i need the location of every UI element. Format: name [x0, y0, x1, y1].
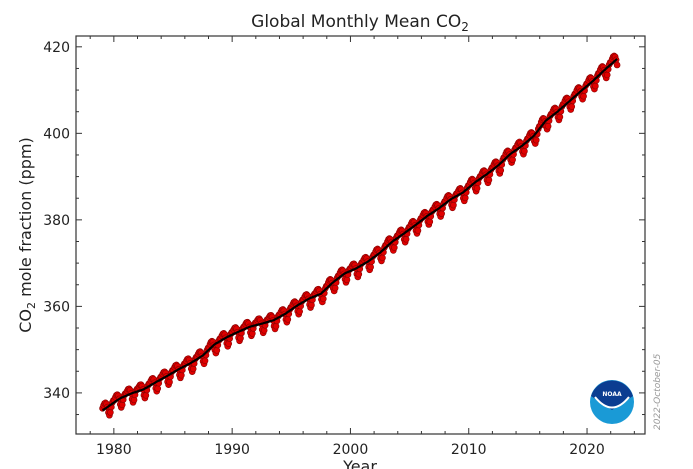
x-tick-label: 1990 [214, 442, 250, 458]
monthly-point [355, 270, 363, 278]
monthly-point [272, 322, 280, 330]
monthly-point [402, 235, 410, 243]
monthly-point [568, 103, 576, 110]
monthly-point [450, 201, 457, 209]
monthly-point [296, 308, 303, 315]
svg-text:NOAA: NOAA [602, 391, 622, 398]
monthly-point [438, 210, 445, 217]
monthly-point [320, 295, 327, 303]
trend-line [101, 58, 618, 412]
chart-title: Global Monthly Mean CO2 [251, 12, 469, 34]
monthly-point [166, 378, 173, 386]
monthly-point [485, 176, 493, 184]
monthly-point [142, 392, 150, 399]
monthly-point [532, 136, 540, 144]
monthly-point [613, 61, 621, 69]
x-axis-label: Year [342, 457, 377, 469]
monthly-point [509, 156, 516, 164]
y-tick-label: 340 [43, 386, 70, 402]
monthly-point [461, 194, 469, 202]
monthly-point [556, 113, 564, 121]
monthly-point [331, 284, 339, 292]
plot-frame [75, 35, 646, 435]
x-tick-label: 1980 [96, 442, 132, 458]
x-tick-label: 2020 [569, 442, 605, 458]
monthly-point [154, 385, 162, 392]
y-tick-label: 420 [43, 40, 70, 56]
monthly-point [414, 227, 422, 234]
monthly-point [213, 347, 221, 354]
y-tick-label: 360 [43, 299, 70, 315]
monthly-point [107, 409, 114, 416]
y-tick-label: 400 [43, 126, 70, 142]
monthly-point [284, 316, 292, 323]
monthly-point [201, 357, 209, 365]
date-stamp: 2022-October-05 [653, 353, 663, 430]
x-tick-label: 2010 [451, 442, 487, 458]
monthly-point [592, 82, 599, 90]
y-tick-label: 380 [43, 213, 70, 229]
monthly-point [497, 167, 505, 174]
y-axis-label: CO2 mole fraction (ppm) [16, 137, 38, 333]
monthly-point [367, 263, 374, 271]
monthly-point [379, 254, 386, 262]
monthly-point [178, 371, 185, 379]
monthly-point [473, 184, 481, 192]
monthly-point [426, 218, 434, 225]
monthly-point [544, 122, 552, 130]
axis-ticks: 1980 1990 2000 2010 2020 340 360 380 400 420 [43, 36, 645, 458]
monthly-point [603, 71, 611, 79]
noaa-logo: NOAA [590, 380, 634, 424]
plot-marks [99, 52, 621, 419]
monthly-point [580, 92, 587, 100]
monthly-point [521, 147, 528, 155]
monthly-point [391, 244, 398, 251]
x-tick-label: 2000 [333, 442, 369, 458]
monthly-point [189, 365, 197, 373]
